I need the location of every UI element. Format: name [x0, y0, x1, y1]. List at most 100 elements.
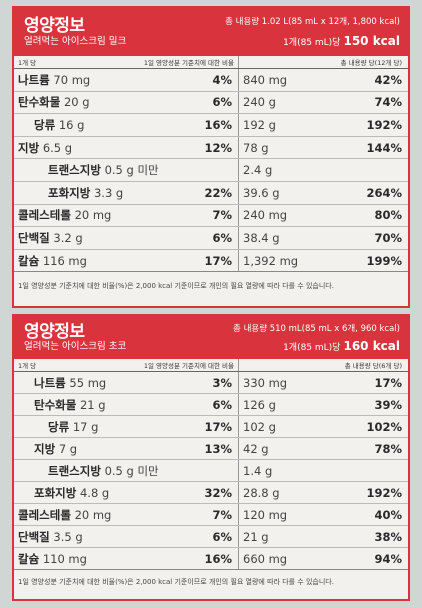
total-amount: 78 g: [243, 140, 269, 155]
nutrient-row: 콜레스테롤 20 mg 7% 120 mg 40%: [14, 504, 408, 526]
nutrient-percent: 7%: [212, 507, 232, 522]
col-per-unit: 1개 당: [18, 59, 37, 67]
nutrient-amount: 3.2 g: [53, 230, 83, 245]
nutrient-amount: 0.5 g 미만: [104, 163, 159, 178]
nutrient-percent: 6%: [212, 95, 232, 110]
nutrient-percent: 6%: [212, 529, 232, 544]
nutrient-row: 단백질 3.5 g 6% 21 g 38%: [14, 526, 408, 548]
serving-size: 1개(85 mL)당: [283, 343, 341, 353]
nutrient-amount: 3.3 g: [93, 185, 124, 200]
nutrient-percent: 32%: [204, 485, 232, 500]
col-daily-value: 1일 영양성분 기준치에 대한 비율: [143, 59, 234, 67]
col-per-total: 총 내용량 당(6개 당): [344, 362, 402, 370]
nutrient-name: 탄수화물: [34, 397, 77, 412]
serving-kcal: 160 kcal: [343, 339, 400, 353]
nutrient-name: 칼슘: [18, 551, 40, 566]
total-percent: 74%: [374, 95, 402, 110]
total-amount: 660 mg: [243, 551, 288, 566]
nutrient-amount: 116 mg: [42, 253, 87, 268]
total-amount: 2.4 g: [243, 163, 273, 178]
panel-title: 영양정보: [24, 322, 85, 342]
nutrient-name: 칼슘: [18, 253, 40, 268]
total-amount: 840 mg: [243, 72, 288, 87]
nutrient-amount: 70 mg: [53, 72, 91, 87]
total-amount: 192 g: [243, 117, 276, 132]
nutrient-name: 탄수화물: [18, 95, 61, 110]
nutrient-amount: 20 mg: [74, 208, 112, 223]
footnote: 1일 영양성분 기준치에 대한 비율(%)은 2,000 kcal 기준이므로 …: [18, 282, 334, 291]
nutrient-name: 포화지방: [48, 185, 91, 200]
nutrient-amount: 4.8 g: [79, 485, 110, 500]
nutrient-percent: 16%: [204, 551, 232, 566]
nutrient-name: 당류: [48, 419, 70, 434]
total-amount: 102 g: [243, 419, 276, 434]
nutrition-panel-choco: 영양정보 얼려먹는 아이스크림 초코 총 내용량 510 mL(85 mL x …: [12, 314, 410, 601]
nutrient-name: 단백질: [18, 529, 50, 544]
nutrient-row: 칼슘 110 mg 16% 660 mg 94%: [14, 548, 408, 570]
nutrition-panel-milk: 영양정보 얼려먹는 아이스크림 밀크 총 내용량 1.02 L(85 mL x …: [12, 6, 410, 308]
nutrient-amount: 20 g: [63, 95, 90, 110]
nutrient-percent: 17%: [204, 419, 232, 434]
nutrient-name: 트랜스지방: [48, 163, 101, 178]
total-percent: 39%: [374, 397, 402, 412]
total-percent: 102%: [366, 419, 402, 434]
nutrient-row: 칼슘 116 mg 17% 1,392 mg 199%: [14, 249, 408, 273]
column-header: 1개 당 1일 영양성분 기준치에 대한 비율 총 내용량 당(12개 당): [14, 56, 408, 69]
total-percent: 40%: [374, 507, 402, 522]
nutrient-percent: 7%: [212, 208, 232, 223]
nutrient-row: 콜레스테롤 20 mg 7% 240 mg 80%: [14, 204, 408, 228]
nutrient-percent: 3%: [212, 375, 232, 390]
nutrient-name: 콜레스테롤: [18, 507, 71, 522]
serving-info: 1개(85 mL)당 160 kcal: [283, 339, 400, 353]
nutrient-name: 콜레스테롤: [18, 208, 71, 223]
total-amount: 38.4 g: [243, 230, 280, 245]
nutrient-row: 탄수화물 21 g 6% 126 g 39%: [14, 394, 408, 416]
total-content: 총 내용량 1.02 L(85 mL x 12개, 1,800 kcal): [225, 17, 400, 27]
nutrient-amount: 55 mg: [69, 375, 107, 390]
col-per-total: 총 내용량 당(12개 당): [340, 59, 402, 67]
total-percent: 70%: [374, 230, 402, 245]
product-name: 얼려먹는 아이스크림 초코: [24, 341, 127, 352]
nutrient-percent: 4%: [212, 72, 232, 87]
nutrient-name: 트랜스지방: [48, 463, 101, 478]
col-daily-value: 1일 영양성분 기준치에 대한 비율: [143, 362, 234, 370]
nutrient-percent: 6%: [212, 397, 232, 412]
nutrient-row: 트랜스지방 0.5 g 미만 2.4 g: [14, 159, 408, 182]
nutrient-rows: 나트륨 70 mg 4% 840 mg 42% 탄수화물 20 g 6% 240 g 7…: [14, 69, 408, 273]
nutrient-name: 지방: [34, 441, 56, 456]
total-amount: 126 g: [243, 397, 276, 412]
total-amount: 42 g: [243, 441, 269, 456]
serving-kcal: 150 kcal: [343, 34, 400, 48]
total-amount: 330 mg: [243, 375, 288, 390]
nutrient-name: 나트륨: [18, 72, 50, 87]
total-percent: 94%: [374, 551, 402, 566]
total-percent: 78%: [374, 441, 402, 456]
nutrient-percent: 12%: [204, 140, 232, 155]
total-amount: 1.4 g: [243, 463, 273, 478]
nutrient-name: 당류: [34, 117, 56, 132]
nutrient-amount: 21 g: [79, 397, 106, 412]
total-percent: 80%: [374, 208, 402, 223]
total-amount: 120 mg: [243, 507, 288, 522]
nutrient-amount: 17 g: [72, 419, 99, 434]
serving-size: 1개(85 mL)당: [283, 38, 341, 48]
nutrient-percent: 17%: [204, 253, 232, 268]
total-amount: 240 g: [243, 95, 276, 110]
nutrient-amount: 20 mg: [74, 507, 112, 522]
nutrient-row: 나트륨 70 mg 4% 840 mg 42%: [14, 69, 408, 92]
panel-title: 영양정보: [24, 16, 85, 36]
nutrient-amount: 6.5 g: [42, 140, 73, 155]
nutrient-amount: 7 g: [58, 441, 78, 456]
nutrient-row: 단백질 3.2 g 6% 38.4 g 70%: [14, 227, 408, 250]
panel-header: 영양정보 얼려먹는 아이스크림 초코 총 내용량 510 mL(85 mL x …: [14, 316, 408, 359]
nutrient-percent: 13%: [204, 441, 232, 456]
total-percent: 38%: [374, 529, 402, 544]
nutrient-percent: 6%: [212, 230, 232, 245]
nutrient-row: 포화지방 3.3 g 22% 39.6 g 264%: [14, 181, 408, 205]
nutrient-amount: 0.5 g 미만: [104, 463, 159, 478]
product-name: 얼려먹는 아이스크림 밀크: [24, 36, 127, 47]
total-percent: 264%: [366, 185, 402, 200]
nutrient-row: 지방 7 g 13% 42 g 78%: [14, 438, 408, 460]
nutrient-amount: 110 mg: [42, 551, 87, 566]
nutrient-amount: 16 g: [58, 117, 85, 132]
